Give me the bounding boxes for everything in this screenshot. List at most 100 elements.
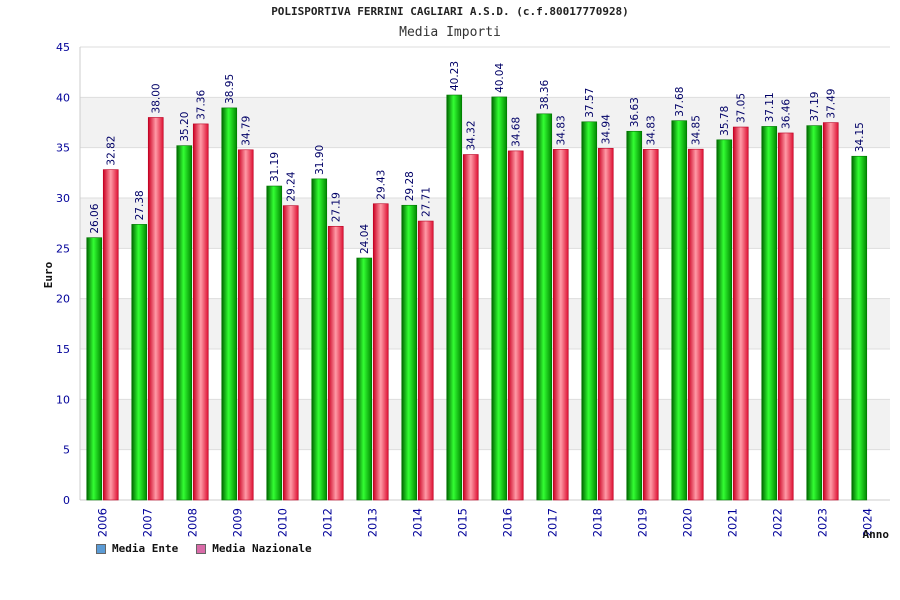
x-tick-label: 2020 [681,508,695,537]
x-tick-label: 2010 [276,508,290,537]
bar-media-nazionale [597,147,614,501]
bar-media-ente [491,96,508,501]
bar-media-nazionale [372,203,389,501]
x-tick-label: 2021 [726,508,740,537]
data-label: 31.90 [314,145,326,175]
grid-band [80,97,890,148]
data-label: 24.04 [359,224,371,254]
bar-media-ente [266,185,283,501]
bar-media-ente [176,145,193,501]
bar-media-nazionale [282,205,299,501]
data-label: 38.00 [151,83,163,113]
grid-band [80,147,890,198]
x-tick-label: 2014 [411,508,425,537]
bar-media-ente [581,121,598,501]
x-tick-label: 2013 [366,508,380,537]
y-tick-label: 25 [56,242,70,255]
bar-media-ente [131,224,148,501]
y-tick-label: 20 [56,293,70,306]
bar-media-nazionale [102,169,119,501]
data-label: 34.68 [511,117,523,147]
y-tick-label: 35 [56,142,70,155]
bar-media-ente [806,125,823,501]
bars: 26.06 32.82 27.38 38.00 35.20 37.36 38.95 34.79… [86,61,868,501]
grid-band [80,47,890,98]
data-label: 34.79 [241,116,253,146]
data-label: 34.85 [691,115,703,145]
y-tick-label: 10 [56,393,70,406]
data-label: 35.78 [719,106,731,136]
grid-band [80,399,890,450]
legend: Media Ente Media Nazionale [96,542,312,555]
data-label: 34.83 [556,115,568,145]
data-label: 29.28 [404,171,416,201]
bar-media-ente [446,94,463,501]
data-label: 35.20 [179,112,191,142]
y-tick-label: 5 [63,444,70,457]
bar-media-ente [86,237,103,501]
data-label: 32.82 [106,136,118,166]
data-label: 37.19 [809,92,821,122]
bar-media-ente [311,178,328,501]
x-tick-label: 2015 [456,508,470,537]
x-tick-label: 2016 [501,508,515,537]
grid-band [80,349,890,400]
data-label: 37.05 [736,93,748,123]
bar-media-ente [626,130,643,501]
legend-swatch [96,543,106,554]
x-tick-label: 2012 [321,508,335,537]
bar-media-nazionale [417,220,434,501]
grid-band [80,198,890,249]
grid-band [80,248,890,299]
bar-media-ente [221,107,238,501]
x-axis-label: Anno [863,528,890,541]
data-label: 27.71 [421,187,433,217]
x-tick-label: 2018 [591,508,605,537]
data-label: 34.15 [854,122,866,152]
data-label: 36.63 [629,97,641,127]
y-axis: 0 5 10 15 20 25 30 35 40 45 [56,41,890,507]
data-label: 29.24 [286,171,298,201]
data-label: 37.36 [196,90,208,120]
bar-media-ente [356,257,373,501]
x-tick-label: 2023 [816,508,830,537]
bar-media-ente [536,113,553,501]
grid-band [80,298,890,349]
bar-media-nazionale [237,149,254,501]
data-label: 27.19 [331,192,343,222]
x-tick-label: 2024 [861,508,875,537]
data-label: 26.06 [89,203,101,233]
legend-label: Media Ente [112,542,179,555]
y-axis-label: Euro [42,261,55,288]
data-label: 29.43 [376,170,388,200]
data-label: 37.57 [584,88,596,118]
bar-media-nazionale [822,122,839,501]
bar-media-nazionale [642,149,659,501]
bar-media-nazionale [687,148,704,501]
y-tick-label: 45 [56,41,70,54]
data-label: 38.36 [539,79,551,109]
data-label: 40.23 [449,61,461,91]
bar-media-ente [851,155,868,501]
bar-media-nazionale [327,225,344,501]
bar-media-ente [671,120,688,501]
bar-media-nazionale [552,149,569,501]
data-label: 36.46 [781,99,793,129]
bar-media-ente [401,204,418,501]
x-tick-label: 2009 [231,508,245,537]
chart-subtitle: Media Importi [399,25,501,40]
x-tick-label: 2019 [636,508,650,537]
bar-media-nazionale [507,150,524,501]
x-tick-label: 2006 [96,508,110,537]
legend-swatch [196,543,207,554]
y-tick-label: 30 [56,192,70,205]
legend-item-media-nazionale: Media Nazionale [196,542,312,555]
y-tick-label: 40 [56,91,70,104]
bar-media-nazionale [192,123,209,501]
x-tick-label: 2022 [771,508,785,537]
bar-media-nazionale [462,154,479,501]
legend-label: Media Nazionale [212,542,312,555]
bar-media-nazionale [147,117,164,501]
data-label: 37.68 [674,87,686,117]
